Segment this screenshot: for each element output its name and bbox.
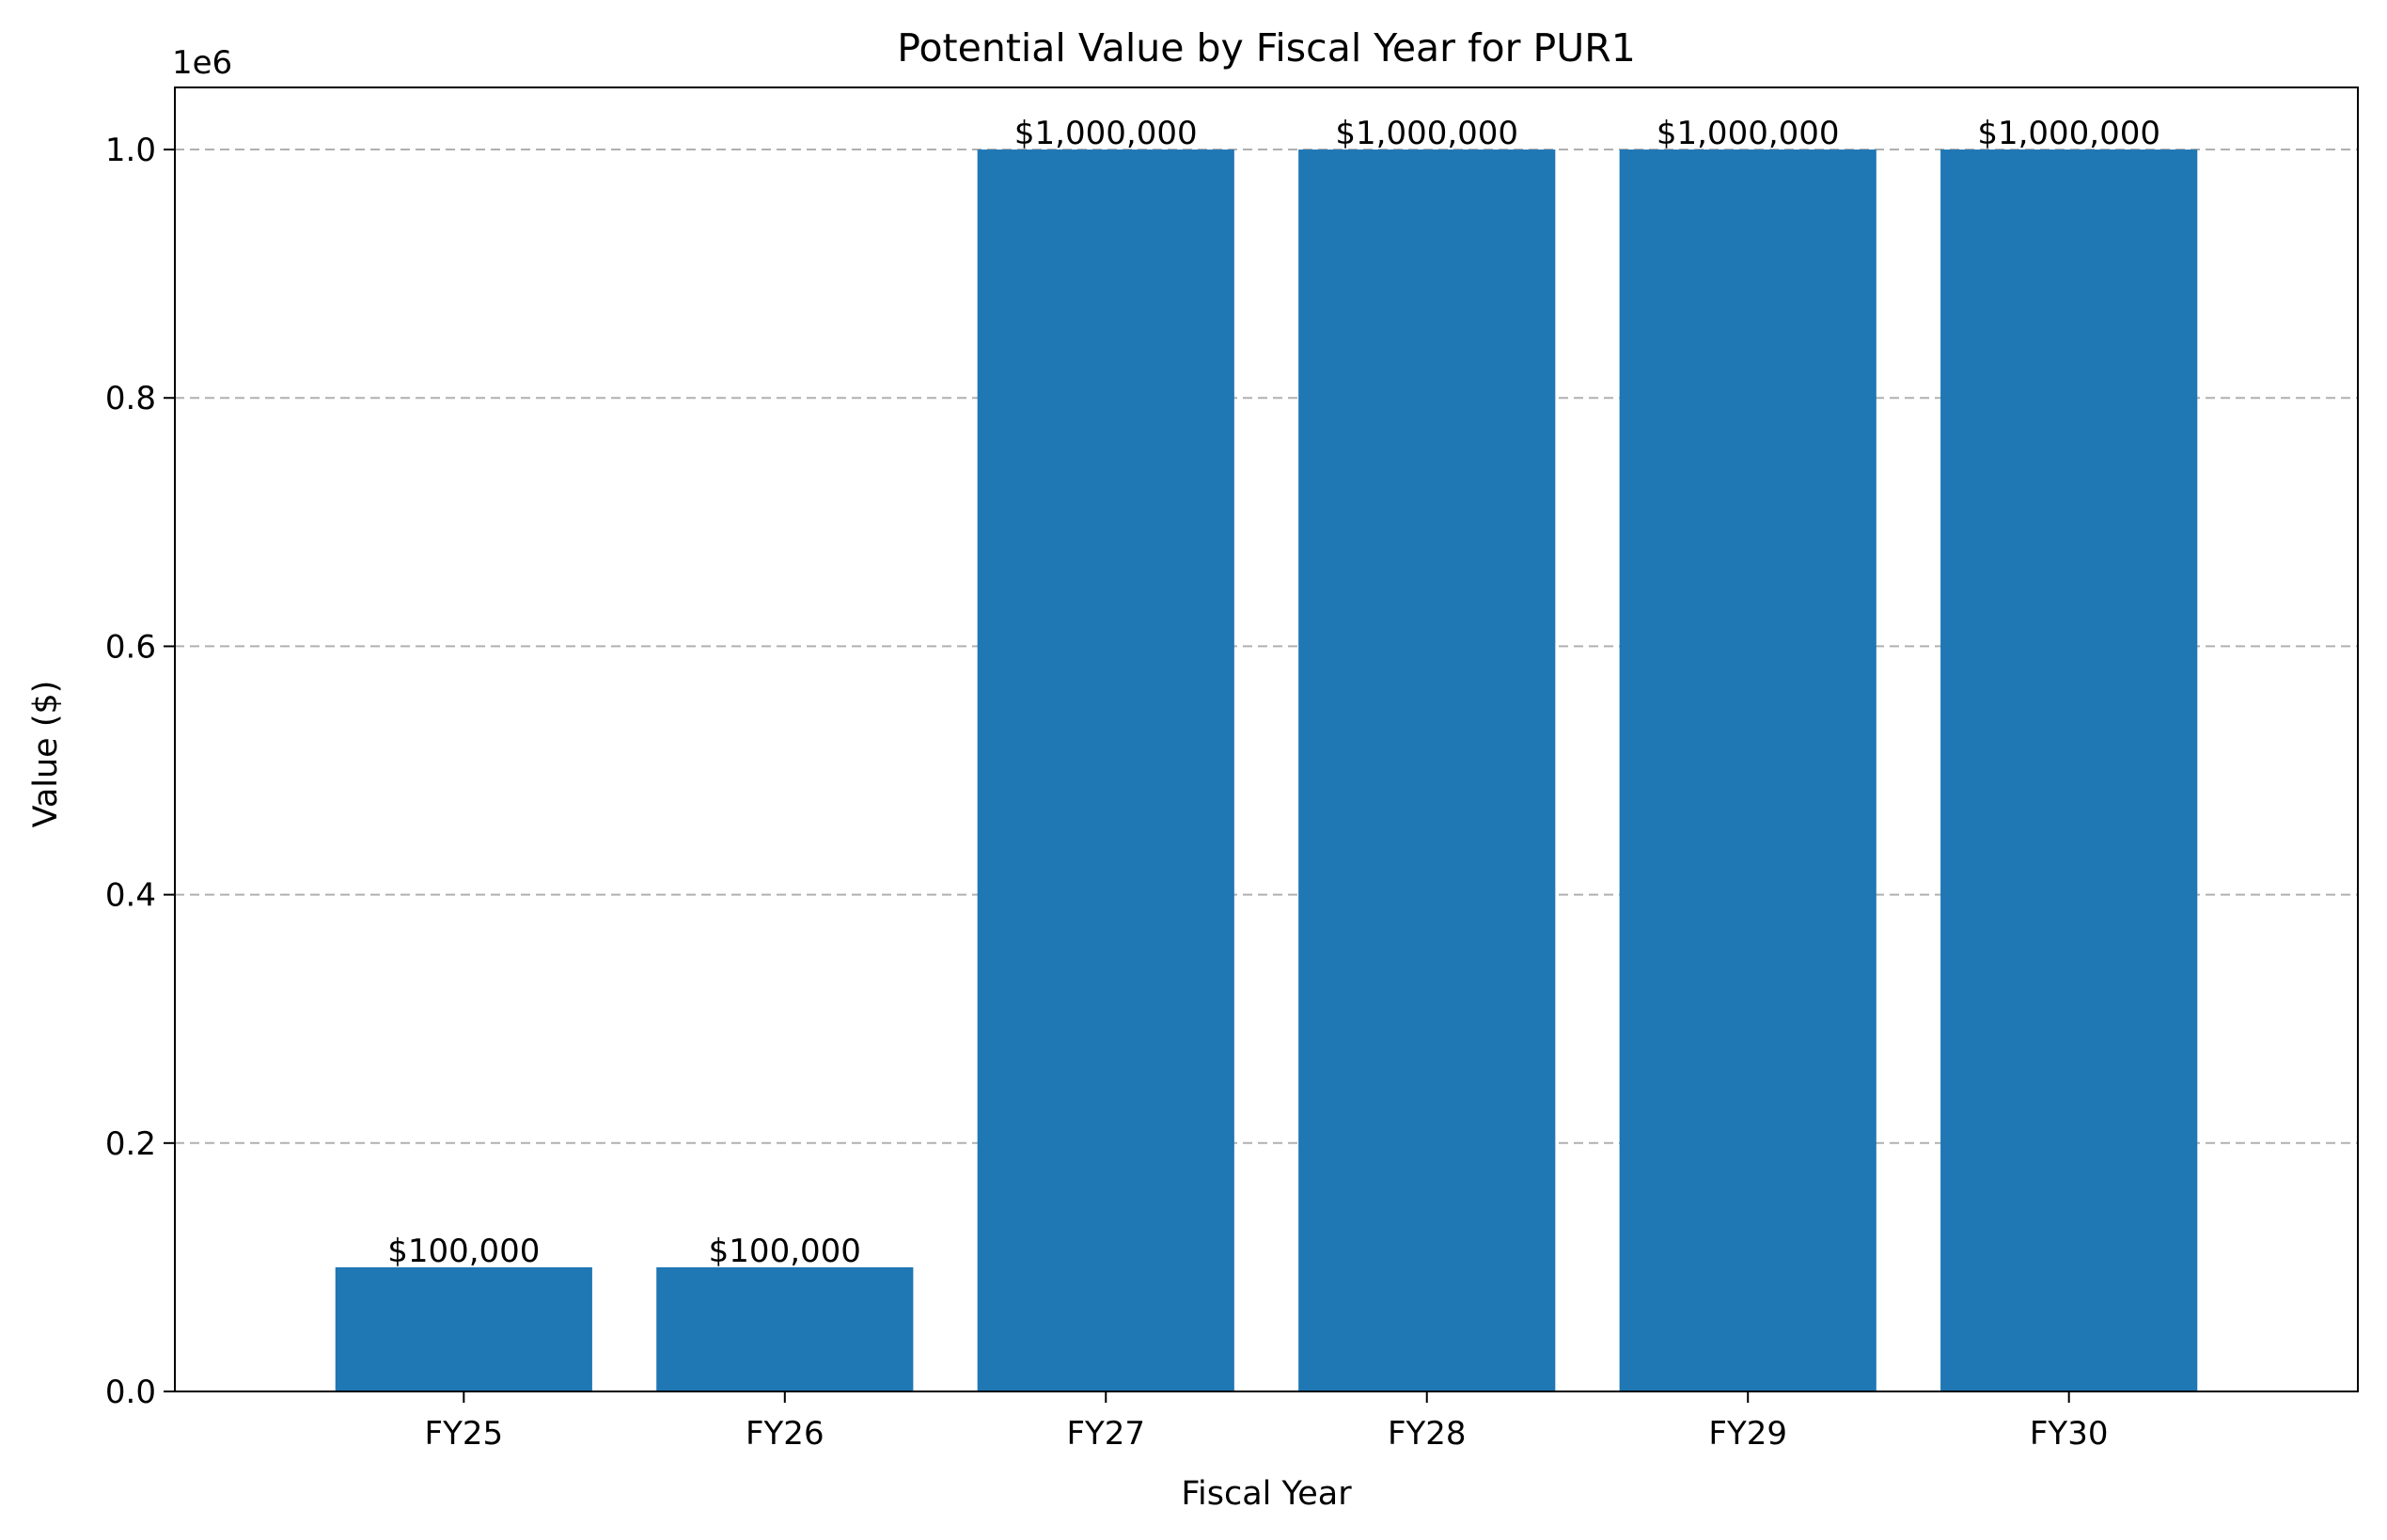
value-label-fy29: $1,000,000 xyxy=(1657,115,1840,152)
value-label-fy28: $1,000,000 xyxy=(1335,115,1518,152)
y-axis-label: Value ($) xyxy=(27,681,65,828)
value-label-fy25: $100,000 xyxy=(387,1233,540,1270)
x-tick-label-fy29: FY29 xyxy=(1708,1415,1787,1453)
y-axis-offset-label: 1e6 xyxy=(172,44,232,82)
x-tick-label-fy26: FY26 xyxy=(746,1415,824,1453)
bar-fy28 xyxy=(1298,149,1556,1392)
bar-fy29 xyxy=(1619,149,1877,1392)
x-axis-label: Fiscal Year xyxy=(1181,1475,1352,1513)
x-tick-label-fy30: FY30 xyxy=(2030,1415,2109,1453)
bar-fy27 xyxy=(977,149,1234,1392)
value-labels: $100,000 $100,000 $1,000,000 $1,000,000 $1,0… xyxy=(387,115,2160,1270)
value-label-fy27: $1,000,000 xyxy=(1014,115,1198,152)
x-tick-label-fy25: FY25 xyxy=(425,1415,504,1453)
y-tick-label: 0.0 xyxy=(105,1374,156,1411)
value-label-fy30: $1,000,000 xyxy=(1977,115,2160,152)
bar-fy30 xyxy=(1940,149,2198,1392)
y-tick-label: 0.2 xyxy=(105,1125,156,1163)
y-tick-label: 0.6 xyxy=(105,628,156,666)
axes: 0.0 0.2 0.4 0.6 0.8 1.0 FY25 FY26 FY27 FY28 FY29 FY… xyxy=(105,86,2359,1453)
chart-title: Potential Value by Fiscal Year for PUR1 xyxy=(897,25,1636,71)
bar-fy26 xyxy=(656,1266,914,1391)
x-tick-label-fy28: FY28 xyxy=(1388,1415,1467,1453)
x-tick-label-fy27: FY27 xyxy=(1066,1415,1145,1453)
value-label-fy26: $100,000 xyxy=(709,1233,861,1270)
bars xyxy=(335,149,2198,1392)
plot-frame xyxy=(174,86,2359,1392)
y-tick-label: 1.0 xyxy=(105,132,156,169)
y-tick-label: 0.4 xyxy=(105,877,156,915)
y-tick-label: 0.8 xyxy=(105,380,156,417)
bar-fy25 xyxy=(335,1266,592,1391)
